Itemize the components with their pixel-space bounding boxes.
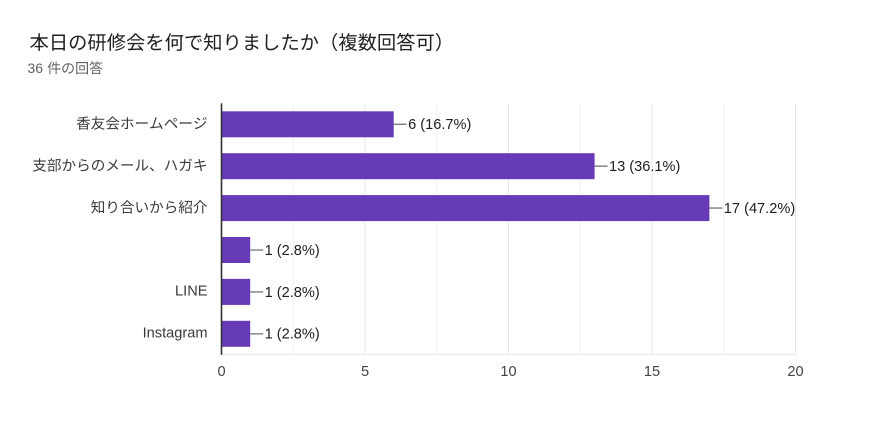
svg-text:LINE: LINE (175, 284, 208, 300)
svg-text:36: 36 (28, 60, 47, 76)
svg-text:1 (2.8%): 1 (2.8%) (265, 327, 320, 343)
svg-text:13 (36.1%): 13 (36.1%) (609, 159, 680, 175)
svg-text:15: 15 (644, 364, 660, 380)
svg-text:Instagram: Instagram (143, 326, 208, 342)
svg-text:10: 10 (500, 364, 516, 380)
svg-text:17 (47.2%): 17 (47.2%) (724, 201, 795, 217)
svg-text:20: 20 (787, 364, 803, 380)
svg-text:0: 0 (217, 364, 225, 380)
svg-text:1 (2.8%): 1 (2.8%) (265, 243, 320, 259)
svg-text:1 (2.8%): 1 (2.8%) (265, 285, 320, 301)
svg-text:6 (16.7%): 6 (16.7%) (408, 117, 471, 133)
svg-text:5: 5 (361, 364, 369, 380)
